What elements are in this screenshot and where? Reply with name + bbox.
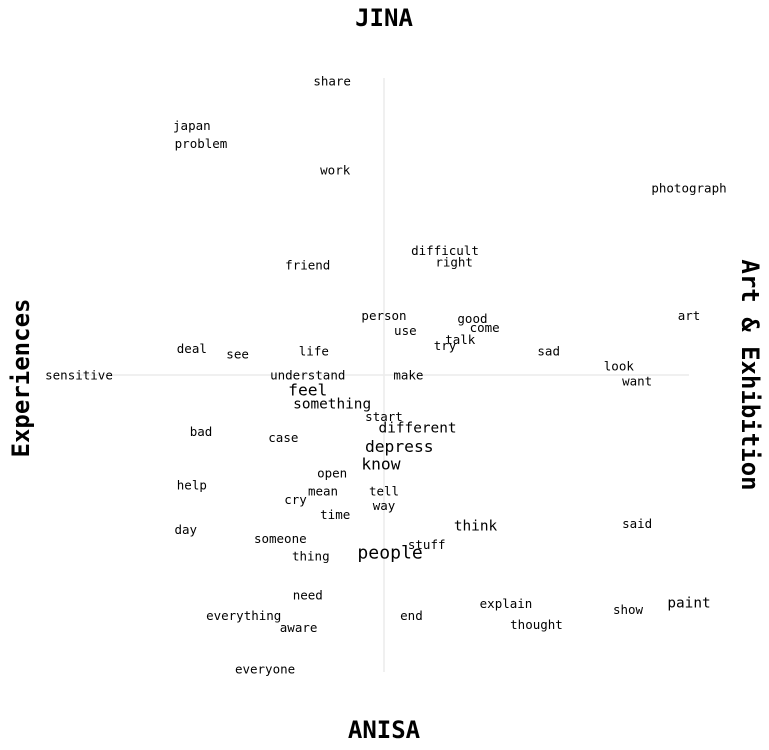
word-need: need (293, 587, 323, 602)
word-different: different (379, 420, 457, 436)
word-explain: explain (480, 596, 533, 611)
word-something: something (293, 397, 371, 413)
word-good: good (457, 311, 487, 326)
right-pole-label: Art & Exhibition (736, 259, 764, 490)
word-problem: problem (175, 136, 228, 151)
word-open: open (317, 466, 347, 481)
word-see: see (226, 347, 249, 362)
word-feel: feel (288, 380, 327, 399)
word-time: time (320, 507, 350, 522)
word-understand: understand (270, 368, 345, 383)
word-people: people (357, 543, 422, 564)
word-right: right (435, 255, 473, 270)
word-depress: depress (365, 437, 434, 456)
word-work: work (320, 163, 351, 178)
word-life: life (299, 344, 329, 359)
word-stuff: stuff (408, 537, 446, 552)
word-know: know (361, 455, 400, 474)
word-someone: someone (254, 531, 307, 546)
word-everything: everything (206, 608, 281, 623)
top-pole-label: JINA (355, 4, 413, 32)
word-start: start (365, 409, 403, 424)
word-thought: thought (510, 617, 563, 632)
word-talk: talk (445, 332, 476, 347)
bottom-pole-label: ANISA (348, 716, 421, 744)
word-bad: bad (190, 424, 213, 439)
word-use: use (394, 323, 417, 338)
word-art: art (678, 308, 701, 323)
left-pole-label: Experiences (7, 299, 35, 458)
word-mean: mean (308, 483, 338, 498)
word-show: show (613, 602, 644, 617)
word-tell: tell (369, 483, 399, 498)
word-deal: deal (177, 341, 207, 356)
word-try: try (434, 338, 457, 353)
word-person: person (361, 308, 406, 323)
word-said: said (622, 516, 652, 531)
word-way: way (373, 498, 396, 513)
word-share: share (313, 73, 351, 88)
word-photograph: photograph (651, 180, 726, 195)
word-friend: friend (285, 258, 330, 273)
word-come: come (470, 320, 500, 335)
word-day: day (174, 522, 197, 537)
word-sensitive: sensitive (45, 368, 113, 383)
word-sad: sad (537, 344, 560, 359)
word-japan: japan (173, 118, 211, 133)
word-everyone: everyone (235, 662, 295, 677)
word-case: case (268, 430, 298, 445)
word-help: help (177, 477, 207, 492)
word-want: want (622, 373, 652, 388)
word-thing: thing (292, 549, 330, 564)
word-paint: paint (667, 596, 710, 612)
word-cry: cry (284, 492, 307, 507)
word-look: look (604, 359, 635, 374)
word-think: think (454, 518, 498, 534)
word-labels: share japan problem work photograph difficult… (45, 73, 727, 676)
word-difficult: difficult (411, 243, 479, 258)
word-make: make (393, 368, 423, 383)
word-end: end (400, 608, 423, 623)
word-aware: aware (280, 620, 318, 635)
